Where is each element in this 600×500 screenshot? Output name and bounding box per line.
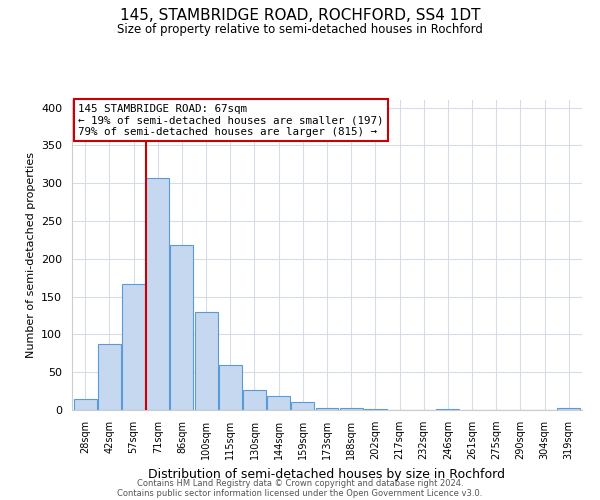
Text: 145, STAMBRIDGE ROAD, ROCHFORD, SS4 1DT: 145, STAMBRIDGE ROAD, ROCHFORD, SS4 1DT bbox=[120, 8, 480, 22]
Text: 145 STAMBRIDGE ROAD: 67sqm
← 19% of semi-detached houses are smaller (197)
79% o: 145 STAMBRIDGE ROAD: 67sqm ← 19% of semi… bbox=[78, 104, 383, 137]
X-axis label: Distribution of semi-detached houses by size in Rochford: Distribution of semi-detached houses by … bbox=[149, 468, 505, 480]
Bar bbox=[194, 312, 218, 410]
Text: Contains public sector information licensed under the Open Government Licence v3: Contains public sector information licen… bbox=[118, 488, 482, 498]
Bar bbox=[267, 396, 290, 410]
Bar bbox=[316, 408, 338, 410]
Text: Contains HM Land Registry data © Crown copyright and database right 2024.: Contains HM Land Registry data © Crown c… bbox=[137, 478, 463, 488]
Text: Size of property relative to semi-detached houses in Rochford: Size of property relative to semi-detach… bbox=[117, 22, 483, 36]
Bar bbox=[436, 409, 460, 410]
Bar bbox=[364, 409, 387, 410]
Bar bbox=[219, 364, 242, 410]
Bar bbox=[74, 400, 97, 410]
Y-axis label: Number of semi-detached properties: Number of semi-detached properties bbox=[26, 152, 35, 358]
Bar bbox=[243, 390, 266, 410]
Bar bbox=[557, 408, 580, 410]
Bar bbox=[146, 178, 169, 410]
Bar bbox=[340, 408, 362, 410]
Bar bbox=[170, 245, 193, 410]
Bar bbox=[122, 284, 145, 410]
Bar bbox=[98, 344, 121, 410]
Bar bbox=[292, 402, 314, 410]
